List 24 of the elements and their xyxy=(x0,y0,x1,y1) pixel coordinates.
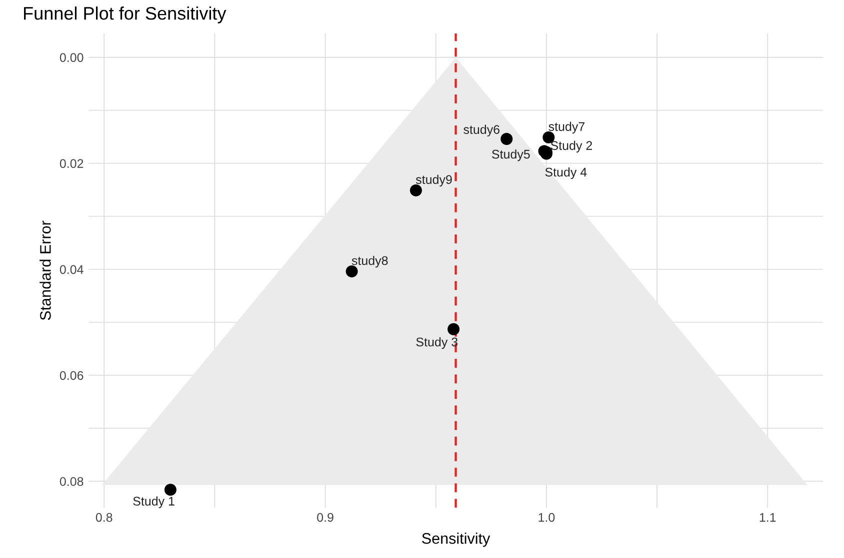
x-tick-label: 1.1 xyxy=(760,513,776,522)
x-tick-label: 1.0 xyxy=(538,512,555,522)
annotation: Study5 xyxy=(492,149,530,162)
annotation: study6 xyxy=(464,124,500,136)
y-tick-label: 0.02 xyxy=(60,159,84,168)
y-tick-label: 0.04 xyxy=(60,265,84,274)
chart-title: Funnel Plot for Sensitivity xyxy=(24,6,226,24)
y-tick-label: 0.00 xyxy=(60,53,84,62)
annotation: Study 2 xyxy=(550,140,592,152)
x-tick-label: 0.9 xyxy=(317,512,334,522)
annotation: study9 xyxy=(416,174,452,186)
annotation: Study 1 xyxy=(133,496,174,508)
point xyxy=(500,132,513,145)
annotation: Study 4 xyxy=(545,167,587,180)
x-axis-title: Sensitivity xyxy=(422,532,490,547)
point xyxy=(164,484,176,496)
point xyxy=(448,323,460,336)
y-tick-label: 0.06 xyxy=(60,371,84,380)
y-tick-label: 0.08 xyxy=(60,477,84,486)
annotation: study8 xyxy=(352,256,388,268)
annotation: study7 xyxy=(548,122,584,134)
y-axis-title: Standard Error xyxy=(40,220,51,320)
annotation: Study 3 xyxy=(416,337,458,349)
x-tick-label: 0.8 xyxy=(96,512,112,522)
